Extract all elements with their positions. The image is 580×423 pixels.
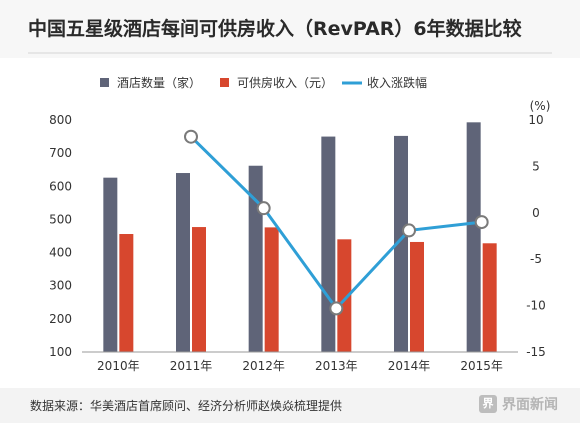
right-axis-tick-label: -10 <box>526 299 546 313</box>
left-axis-tick-label: 700 <box>49 146 72 160</box>
left-axis-tick-label: 500 <box>49 212 72 226</box>
bar-hotel-count <box>394 135 408 352</box>
series-line-revenue-change <box>189 135 482 311</box>
line-point <box>256 201 271 216</box>
x-axis-tick-label: 2010年 <box>97 359 140 373</box>
footer: 数据来源：华美酒店首席顾问、经济分析师赵焕焱梳理提供 界 界面新闻 <box>0 388 580 423</box>
line-point <box>474 215 489 230</box>
line-point <box>329 301 344 316</box>
bar-revpar <box>119 234 134 352</box>
legend-label: 收入涨跌幅 <box>367 75 427 90</box>
right-axis-tick-label: 5 <box>532 159 540 173</box>
right-axis-unit: (%) <box>530 99 551 113</box>
bar-revpar <box>264 227 279 352</box>
x-axis-tick-label: 2013年 <box>315 359 358 373</box>
brand-icon: 界 <box>479 395 497 413</box>
line-point <box>402 223 416 238</box>
left-axis-tick-label: 100 <box>49 345 72 359</box>
x-axis-tick-label: 2011年 <box>170 359 213 373</box>
brand-logo: 界 界面新闻 <box>479 394 558 414</box>
bar-revpar <box>410 241 424 352</box>
title-bar: 中国五星级酒店每间可供房收入（RevPAR）6年数据比较 <box>0 0 580 58</box>
legend-swatch <box>220 78 229 87</box>
right-axis-tick-label: 0 <box>532 206 540 220</box>
legend-swatch <box>100 78 109 87</box>
bar-revpar <box>482 243 497 352</box>
bar-hotel-count <box>176 173 190 352</box>
bar-hotel-count <box>321 136 336 352</box>
x-axis-tick-label: 2015年 <box>460 359 503 373</box>
left-axis-tick-label: 400 <box>49 246 72 260</box>
chart-title: 中国五星级酒店每间可供房收入（RevPAR）6年数据比较 <box>28 18 522 40</box>
bar-hotel-count <box>103 177 118 352</box>
right-axis-tick-label: 10 <box>528 113 543 127</box>
chart-canvas: 100 200 300 400 500 600 700 800 -15 -10 -5 0 5 10 20… <box>49 75 551 373</box>
right-axis-tick-label: -15 <box>526 345 546 359</box>
bar-revpar <box>192 227 206 352</box>
left-axis-tick-label: 200 <box>49 312 72 326</box>
title-divider <box>28 52 552 54</box>
line-point <box>184 129 198 144</box>
bar-hotel-count <box>466 122 481 352</box>
left-axis-tick-label: 800 <box>49 113 72 127</box>
right-axis-tick-label: -5 <box>530 252 542 266</box>
bar-revpar <box>337 239 352 352</box>
legend-label: 可供房收入（元） <box>237 75 333 90</box>
x-axis-tick-label: 2012年 <box>242 359 285 373</box>
left-axis-tick-label: 600 <box>49 179 72 193</box>
x-axis-tick-label: 2014年 <box>388 359 431 373</box>
legend-label: 酒店数量（家） <box>117 75 201 90</box>
brand-name: 界面新闻 <box>502 397 558 413</box>
left-axis-tick-label: 300 <box>49 279 72 293</box>
source-note: 数据来源：华美酒店首席顾问、经济分析师赵焕焱梳理提供 <box>30 399 343 413</box>
